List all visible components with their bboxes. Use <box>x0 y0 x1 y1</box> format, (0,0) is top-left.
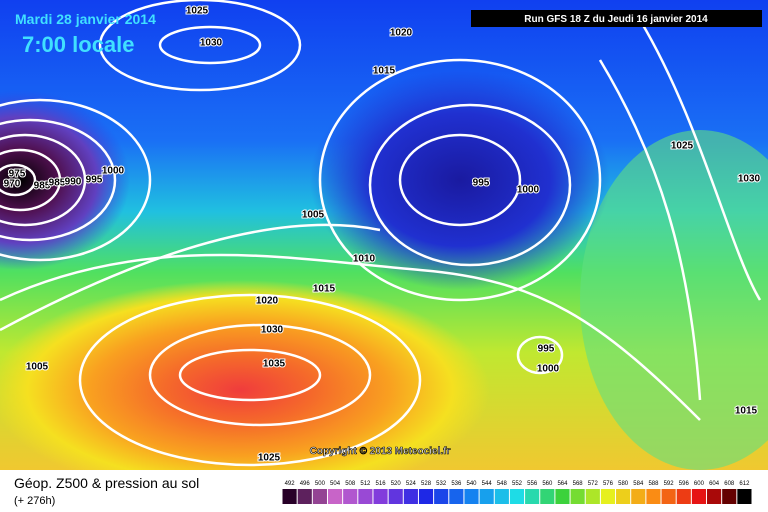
field-area <box>580 130 768 470</box>
isobar-label: 1000 <box>102 166 125 177</box>
isobar-label: 1020 <box>390 28 413 39</box>
colorbar-swatch <box>509 489 525 504</box>
isobar-label: 995 <box>86 175 103 186</box>
isobar-label: 1015 <box>313 284 336 295</box>
colorbar-swatch <box>555 489 570 504</box>
colorbar-label: 536 <box>451 481 462 487</box>
colorbar-swatch <box>540 489 555 504</box>
colorbar-label: 560 <box>542 481 553 487</box>
copyright: Copyright © 2013 Meteociel.fr <box>310 446 451 457</box>
colorbar-swatch <box>570 489 585 504</box>
colorbar-swatch <box>464 489 479 504</box>
colorbar-label: 608 <box>724 481 735 487</box>
isobar-label: 990 <box>65 177 82 188</box>
colorbar-swatch <box>373 489 388 504</box>
isobar-label: 1030 <box>738 174 761 185</box>
isobar-label: 1000 <box>537 364 560 375</box>
colorbar-label: 548 <box>497 481 508 487</box>
colorbar-swatch <box>600 489 616 504</box>
colorbar-swatch <box>312 489 327 504</box>
isobar-label: 1025 <box>671 141 694 152</box>
colorbar-label: 572 <box>588 481 599 487</box>
colorbar-swatch <box>737 489 752 504</box>
colorbar-swatch <box>525 489 540 504</box>
isobar-label: 1035 <box>263 359 286 370</box>
colorbar-swatch <box>676 489 691 504</box>
colorbar-swatch <box>282 489 297 504</box>
colorbar-label: 508 <box>345 481 356 487</box>
colorbar-label: 532 <box>436 481 447 487</box>
colorbar-swatch <box>358 489 373 504</box>
colorbar-label: 556 <box>527 481 538 487</box>
colorbar-swatch <box>449 489 464 504</box>
isobars <box>0 0 760 465</box>
colorbar-label: 612 <box>739 481 750 487</box>
colorbar-swatch <box>707 489 722 504</box>
isobar-label: 985 <box>34 181 51 192</box>
colorbar-label: 516 <box>376 481 387 487</box>
isobar-label: 1025 <box>258 453 281 464</box>
colorbar-swatch <box>722 489 737 504</box>
colorbar-label: 604 <box>709 481 720 487</box>
isobar-label: 995 <box>473 178 490 189</box>
colorbar-swatch <box>297 489 312 504</box>
isobar-label: 995 <box>538 344 555 355</box>
isobar-label: 1005 <box>302 210 325 221</box>
time-text: 7:00 locale <box>22 32 135 57</box>
colorbar-swatch <box>646 489 661 504</box>
colorbar-label: 524 <box>406 481 417 487</box>
run-text: Run GFS 18 Z du Jeudi 16 janvier 2014 <box>524 14 708 25</box>
isobar-label: 975 <box>9 169 26 180</box>
colorbar-label: 496 <box>300 481 311 487</box>
colorbar-label: 592 <box>664 481 675 487</box>
isobar-label: 1025 <box>186 6 209 17</box>
isobar-label: 1030 <box>261 325 284 336</box>
colorbar-label: 540 <box>467 481 478 487</box>
colorbar-swatch <box>691 489 707 504</box>
colorbar-swatch <box>631 489 646 504</box>
isobar-label: 1005 <box>26 362 49 373</box>
colorbar-swatch <box>616 489 631 504</box>
colorbar-label: 596 <box>679 481 690 487</box>
isobar-label: 1015 <box>373 66 396 77</box>
isobar-label: 1015 <box>735 406 758 417</box>
isobar-label: 1010 <box>353 254 376 265</box>
colorbar-label: 528 <box>421 481 432 487</box>
colorbar-label: 600 <box>694 481 705 487</box>
isobar-label: 1030 <box>200 38 223 49</box>
colorbar-label: 568 <box>573 481 584 487</box>
colorbar-swatch <box>434 489 449 504</box>
isobar-label: 970 <box>4 179 21 190</box>
colorbar-swatch <box>388 489 403 504</box>
colorbar-swatch <box>585 489 600 504</box>
colorbar-swatch <box>403 489 418 504</box>
colorbar-label: 500 <box>315 481 326 487</box>
colorbar-label: 588 <box>648 481 659 487</box>
colorbar-label: 564 <box>557 481 568 487</box>
colorbar-label: 512 <box>360 481 371 487</box>
footer-title: Géop. Z500 & pression au sol <box>14 475 199 491</box>
colorbar-label: 580 <box>618 481 629 487</box>
date-text: Mardi 28 janvier 2014 <box>15 11 156 27</box>
footer-lead: (+ 276h) <box>14 495 55 507</box>
isobar-label: 1020 <box>256 296 279 307</box>
isobar-label: 1000 <box>517 185 540 196</box>
colorbar-swatch <box>494 489 509 504</box>
isobar-label: 985 <box>49 178 66 189</box>
colorbar-label: 520 <box>391 481 402 487</box>
colorbar-swatch <box>661 489 676 504</box>
colorbar-label: 544 <box>482 481 493 487</box>
colorbar-swatch <box>327 489 343 504</box>
field-area <box>0 280 490 500</box>
colorbar-label: 584 <box>633 481 644 487</box>
colorbar-label: 552 <box>512 481 523 487</box>
colorbar-label: 576 <box>603 481 614 487</box>
run-banner <box>471 10 762 27</box>
colorbar-swatch <box>418 489 434 504</box>
colorbar-label: 504 <box>330 481 341 487</box>
colorbar-swatch <box>343 489 358 504</box>
colorbar-label: 492 <box>285 481 296 487</box>
colorbar-swatch <box>479 489 494 504</box>
